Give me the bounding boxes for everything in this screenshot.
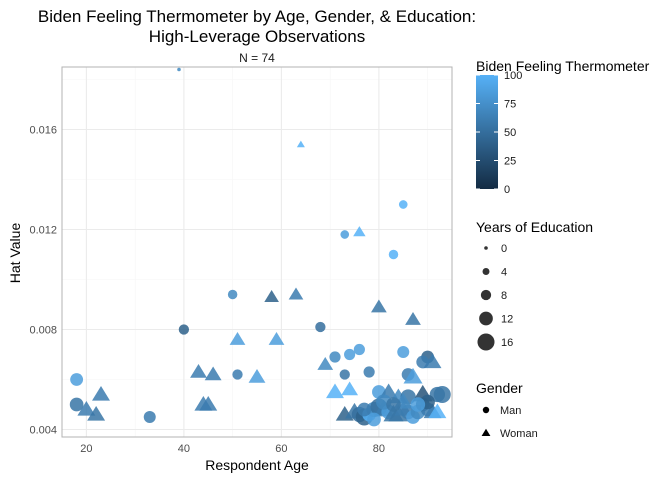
y-tick-label: 0.016 <box>29 125 57 137</box>
data-point-man <box>410 397 426 412</box>
data-point-man <box>398 200 408 209</box>
data-point-woman <box>341 381 359 396</box>
data-point-woman <box>326 383 344 399</box>
size-legend-title: Years of Education <box>476 219 593 235</box>
data-point-man <box>367 412 381 427</box>
size-legend-key <box>479 311 493 326</box>
shape-legend-label: Man <box>500 405 521 417</box>
data-point-man <box>315 321 326 333</box>
data-point-man <box>329 351 341 363</box>
data-point-man <box>69 397 84 412</box>
shape-legend-label: Woman <box>500 428 538 440</box>
color-legend-label: 25 <box>504 156 516 168</box>
data-point-woman <box>423 353 442 369</box>
data-point-man <box>357 402 372 417</box>
size-legend-key <box>484 246 488 250</box>
data-point-man <box>353 343 365 356</box>
size-legend-key <box>480 289 492 301</box>
shape-legend-title: Gender <box>476 380 523 396</box>
shape-legend: Gender Man Woman <box>476 380 538 440</box>
data-point-woman <box>353 226 366 237</box>
data-point-man <box>388 249 399 260</box>
data-point-woman <box>190 363 207 378</box>
size-legend-label: 0 <box>501 243 507 255</box>
plot-panel <box>61 66 453 438</box>
shape-legend-key-triangle <box>481 428 491 437</box>
data-point-woman <box>229 332 246 345</box>
data-point-woman <box>428 403 447 419</box>
data-point-man <box>227 289 238 300</box>
data-point-woman <box>77 400 96 416</box>
color-legend: Biden Feeling Thermometer 0 25 50 75 100 <box>476 58 650 196</box>
data-point-man <box>143 411 156 423</box>
data-point-woman <box>403 367 423 384</box>
data-point-man <box>339 369 350 380</box>
x-tick-label: 40 <box>178 443 190 455</box>
data-point-man <box>397 346 410 358</box>
color-legend-bar <box>476 75 498 189</box>
color-legend-label: 100 <box>504 70 522 82</box>
size-legend: Years of Education 0 4 8 12 16 <box>476 219 593 351</box>
data-point-man <box>70 373 84 386</box>
data-point-man <box>178 324 190 335</box>
size-legend-key <box>482 268 490 275</box>
data-point-man <box>177 67 181 72</box>
data-point-man <box>340 230 350 239</box>
data-point-woman <box>92 385 110 401</box>
size-legend-label: 16 <box>501 337 513 349</box>
shape-legend-key-circle <box>482 406 490 414</box>
data-point-woman <box>371 299 387 313</box>
y-tick-label: 0.012 <box>29 225 57 237</box>
data-point-woman <box>204 366 222 381</box>
data-point-man <box>433 385 451 404</box>
data-point-woman <box>264 290 279 303</box>
x-axis-title: Respondent Age <box>205 457 309 473</box>
x-tick-label: 60 <box>275 443 287 455</box>
y-tick-label: 0.004 <box>29 425 57 437</box>
y-axis-title: Hat Value <box>7 223 23 284</box>
data-point-man <box>363 366 375 378</box>
size-legend-label: 12 <box>501 314 513 326</box>
color-legend-label: 0 <box>504 184 510 196</box>
color-legend-label: 75 <box>504 99 516 111</box>
data-point-woman <box>268 332 285 345</box>
data-point-man <box>344 348 356 361</box>
chart-title-line-2: High-Leverage Observations <box>149 27 365 46</box>
panel-border <box>61 66 453 438</box>
chart-subtitle: N = 74 <box>239 51 275 65</box>
x-tick-label: 20 <box>80 443 92 455</box>
data-point-woman <box>288 287 304 300</box>
color-legend-title: Biden Feeling Thermometer <box>476 58 650 74</box>
x-tick-label: 80 <box>373 443 385 455</box>
y-tick-label: 0.008 <box>29 325 57 337</box>
size-legend-label: 8 <box>501 290 507 302</box>
color-legend-label: 50 <box>504 127 516 139</box>
data-point-man <box>386 397 401 412</box>
data-point-man <box>232 369 243 380</box>
data-point-woman <box>248 368 266 383</box>
size-legend-key <box>477 333 495 351</box>
data-point-woman <box>317 357 334 370</box>
data-point-woman <box>199 395 218 411</box>
chart-title-line-1: Biden Feeling Thermometer by Age, Gender… <box>38 7 476 26</box>
data-point-woman <box>405 312 421 325</box>
data-point-woman <box>87 405 106 421</box>
data-point-woman <box>296 140 305 148</box>
size-legend-label: 4 <box>501 267 507 279</box>
